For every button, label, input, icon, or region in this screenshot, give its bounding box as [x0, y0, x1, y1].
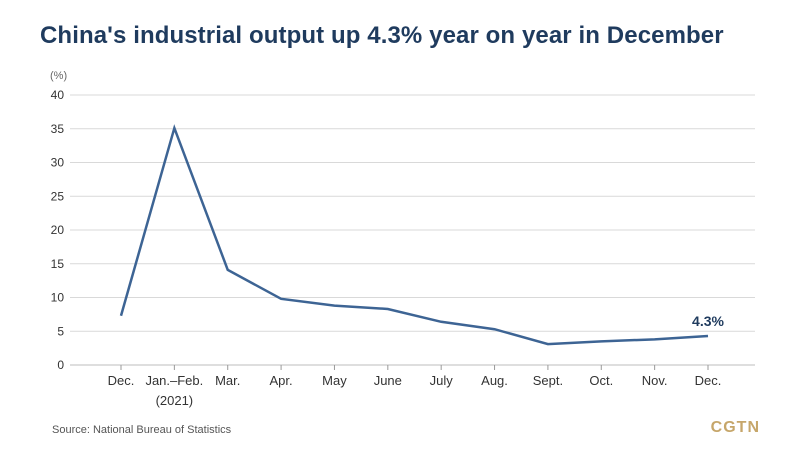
x-tick-label: Mar. [215, 373, 240, 388]
x-tick-label: Sept. [533, 373, 563, 388]
x-tick-label: June [374, 373, 402, 388]
y-tick-label: 25 [51, 189, 65, 203]
y-tick-label: 15 [51, 257, 65, 271]
x-tick-label: Oct. [589, 373, 613, 388]
x-tick-label: (2021) [156, 393, 194, 408]
x-tick-label: Nov. [642, 373, 668, 388]
chart-title: China's industrial output up 4.3% year o… [40, 22, 724, 49]
y-tick-label: 35 [51, 122, 65, 136]
y-tick-label: 0 [57, 358, 64, 372]
x-tick-label: Dec. [108, 373, 135, 388]
series-line-0 [119, 124, 709, 346]
source-note: Source: National Bureau of Statistics [52, 424, 232, 436]
x-tick-label: Aug. [481, 373, 508, 388]
y-axis-unit: (%) [50, 70, 68, 82]
y-tick-label: 30 [51, 156, 65, 170]
data-label: 4.3% [692, 313, 724, 329]
x-tick-label: July [430, 373, 454, 388]
x-tick-label: Apr. [270, 373, 293, 388]
cgtn-logo: CGTN [710, 419, 760, 436]
x-tick-label: Jan.–Feb. [145, 373, 203, 388]
x-tick-label: Dec. [695, 373, 722, 388]
x-tick-label: May [322, 373, 347, 388]
y-tick-label: 10 [51, 291, 65, 305]
y-tick-label: 20 [51, 223, 65, 237]
y-tick-label: 40 [51, 88, 65, 102]
y-tick-label: 5 [57, 324, 64, 338]
